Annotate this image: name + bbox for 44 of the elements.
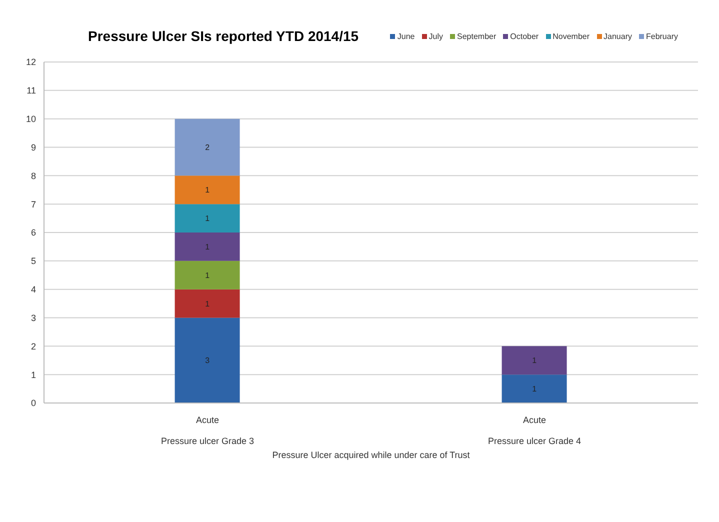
y-tick-label: 10 — [26, 114, 36, 124]
legend-label: January — [602, 32, 632, 41]
legend-label: November — [552, 32, 590, 41]
y-tick-label: 8 — [30, 170, 36, 181]
data-label: 1 — [205, 242, 210, 252]
y-tick-label: 5 — [30, 256, 36, 266]
legend-label: July — [428, 32, 443, 41]
legend-label: October — [509, 32, 539, 41]
bar — [174, 176, 240, 204]
data-label: 1 — [205, 270, 210, 280]
bar — [174, 260, 240, 290]
text: Pressure ulcer Grade 4 — [488, 436, 582, 446]
x-tick-label: Acute — [522, 415, 546, 425]
data-label: 1 — [205, 214, 210, 224]
chart-title: Pressure Ulcer SIs reported YTD 2014/15 — [88, 28, 359, 44]
y-tick-label: 7 — [30, 199, 36, 210]
legend-label: February — [644, 32, 678, 41]
bar — [174, 289, 240, 318]
data-label: 1 — [532, 356, 538, 366]
data-label: 1 — [205, 299, 210, 308]
y-tick-label: 6 — [30, 228, 36, 238]
bar — [174, 204, 240, 232]
y-tick-label: 3 — [30, 312, 36, 323]
data-label: 1 — [205, 186, 210, 195]
y-tick-label: 0 — [30, 398, 36, 408]
data-label: 3 — [205, 356, 210, 366]
bar — [174, 232, 240, 261]
y-tick-label: 2 — [30, 341, 36, 352]
y-tick-label: 11 — [26, 86, 36, 96]
legend-label: June — [396, 32, 415, 41]
x-tick-label: Acute — [196, 415, 220, 425]
y-tick-label: 12 — [26, 57, 36, 68]
bar — [502, 346, 567, 375]
text: Pressure ulcer Grade 3 — [160, 436, 254, 446]
data-label: 1 — [532, 384, 538, 394]
y-tick-label: 1 — [30, 370, 36, 380]
y-tick-label: 9 — [30, 142, 36, 152]
bar — [174, 118, 240, 176]
y-tick-label: 4 — [30, 284, 36, 295]
bar — [502, 374, 567, 403]
data-label: 2 — [205, 143, 210, 152]
legend-label: September — [456, 32, 496, 41]
x-axis-title: Pressure Ulcer acquired while under care of Trust — [272, 450, 470, 460]
bar — [174, 318, 240, 403]
